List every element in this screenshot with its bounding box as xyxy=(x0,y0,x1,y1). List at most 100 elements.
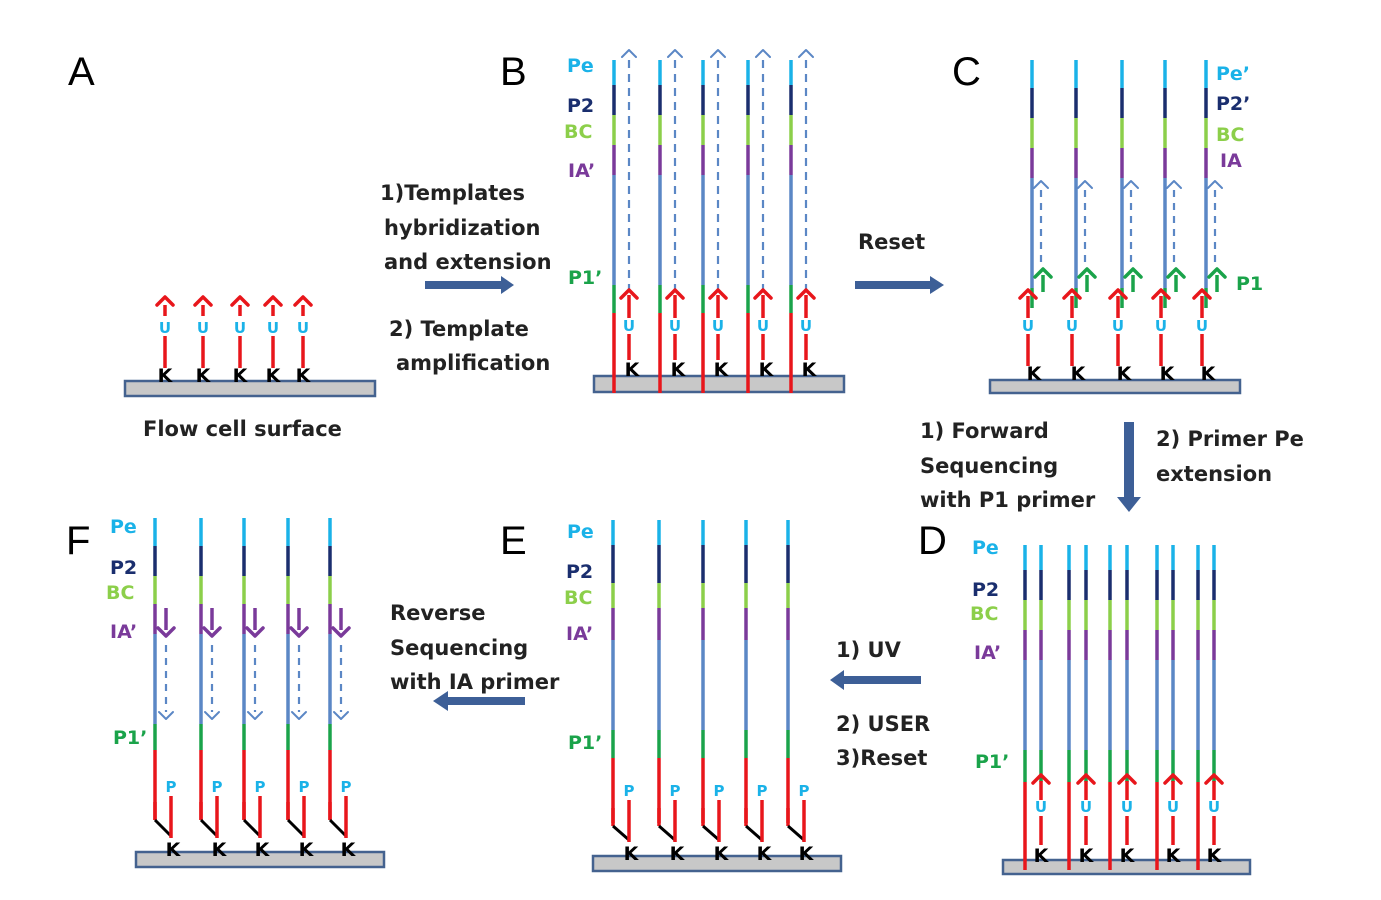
step-a-to-b-text: 1)Templates hybridization and extension … xyxy=(380,181,552,375)
uracil-u: U xyxy=(1121,798,1133,816)
svg-text:Reverse: Reverse xyxy=(390,601,485,625)
panel-label-a: A xyxy=(68,50,95,94)
p1-primer-arrowhead xyxy=(1166,267,1186,279)
extension-arrowhead xyxy=(1077,180,1093,189)
uracil-u: U xyxy=(267,319,279,337)
label-bc: BC xyxy=(564,587,592,609)
anchor-k: K xyxy=(1079,845,1095,867)
anchor-k: K xyxy=(1071,363,1087,385)
linker xyxy=(658,824,676,842)
svg-text:1)Templates: 1)Templates xyxy=(380,181,525,205)
primer-arrowhead xyxy=(263,295,283,307)
template-cluster: UK xyxy=(1192,60,1227,385)
uracil-u: U xyxy=(712,317,724,335)
primer-arrowhead xyxy=(1018,288,1038,300)
step-e-to-f-text: Reverse Sequencing with IA primer xyxy=(390,601,560,694)
primer-arrowhead xyxy=(619,288,639,300)
phosphate-p: P xyxy=(166,778,177,796)
p1-primer-arrowhead xyxy=(1123,267,1143,279)
surface-primer: UK xyxy=(155,295,175,387)
uracil-u: U xyxy=(234,319,246,337)
ia-primer-arrowhead xyxy=(331,626,351,638)
anchor-k: K xyxy=(1034,845,1050,867)
template-cluster: UK xyxy=(658,49,687,393)
anchor-k: K xyxy=(714,843,730,865)
label-pe: Pe xyxy=(567,55,594,77)
svg-text:1) Forward: 1) Forward xyxy=(920,419,1049,443)
strand-pair: UK xyxy=(1108,545,1137,870)
extension-arrowhead xyxy=(247,711,263,720)
phosphate-p: P xyxy=(670,782,681,800)
template-cluster: UK xyxy=(1151,60,1186,385)
primer-arrowhead xyxy=(230,295,250,307)
p1-primer-arrowhead xyxy=(1077,267,1097,279)
extension-arrowhead xyxy=(755,49,771,58)
anchor-k: K xyxy=(233,365,249,387)
uracil-u: U xyxy=(297,319,309,337)
anchor-k: K xyxy=(1027,363,1043,385)
primer-arrowhead xyxy=(708,288,728,300)
anchor-k: K xyxy=(714,359,730,381)
uracil-u: U xyxy=(1208,798,1220,816)
anchor-k: K xyxy=(212,839,228,861)
uracil-u: U xyxy=(159,319,171,337)
template-cluster: UK xyxy=(746,49,775,393)
label-p1-prime: P1’ xyxy=(975,751,1009,773)
anchor-k: K xyxy=(799,843,815,865)
linker xyxy=(242,818,262,838)
ia-primer-arrowhead xyxy=(245,626,265,638)
anchor-k: K xyxy=(255,839,271,861)
linker xyxy=(199,818,219,838)
strand-pair: UK xyxy=(1196,545,1224,870)
svg-text:2) Template: 2) Template xyxy=(389,317,529,341)
process-arrow-a-to-b xyxy=(425,276,514,294)
linker xyxy=(787,824,805,842)
primer-arrowhead xyxy=(1117,773,1137,785)
uracil-u: U xyxy=(757,317,769,335)
label-bc: BC xyxy=(1216,124,1244,146)
uracil-u: U xyxy=(1080,798,1092,816)
primer-arrowhead xyxy=(1192,288,1212,300)
step-d-to-e-text: 1) UV 2) USER 3)Reset xyxy=(836,638,930,770)
primer-arrowhead xyxy=(1204,773,1224,785)
anchor-k: K xyxy=(624,843,640,865)
svg-text:extension: extension xyxy=(1156,462,1272,486)
extension-arrowhead xyxy=(333,711,349,720)
phosphate-p: P xyxy=(341,778,352,796)
single-strand: PK xyxy=(153,518,182,861)
linker xyxy=(702,824,720,842)
svg-text:2) Primer Pe: 2) Primer Pe xyxy=(1156,427,1304,451)
uracil-u: U xyxy=(1112,317,1124,335)
primer-arrowhead xyxy=(293,295,313,307)
uracil-u: U xyxy=(1035,798,1047,816)
label-pe: Pe xyxy=(567,521,594,543)
flow-cell-surface xyxy=(591,854,843,873)
primer-arrowhead xyxy=(1108,288,1128,300)
extension-arrowhead xyxy=(1033,180,1049,189)
anchor-k: K xyxy=(1120,845,1136,867)
svg-text:3)Reset: 3)Reset xyxy=(836,746,927,770)
flow-cell-surface xyxy=(1001,858,1252,876)
extension-arrowhead xyxy=(667,49,683,58)
label-p2: P2 xyxy=(567,95,594,117)
ia-primer-arrowhead xyxy=(156,626,176,638)
primer-arrowhead xyxy=(665,288,685,300)
strand-pair: UK xyxy=(1155,545,1183,870)
label-ia-prime: IA’ xyxy=(568,160,595,182)
linker xyxy=(153,818,173,838)
label-pe: Pe xyxy=(110,516,137,538)
extension-arrowhead xyxy=(798,49,814,58)
label-bc: BC xyxy=(564,121,592,143)
extension-arrowhead xyxy=(710,49,726,58)
extension-arrowhead xyxy=(621,49,637,58)
single-strand: PK xyxy=(328,518,357,861)
primer-arrowhead xyxy=(1151,288,1171,300)
panel-label-e: E xyxy=(500,519,527,563)
p1-primer-arrowhead xyxy=(1033,267,1053,279)
label-p2: P2 xyxy=(566,561,593,583)
